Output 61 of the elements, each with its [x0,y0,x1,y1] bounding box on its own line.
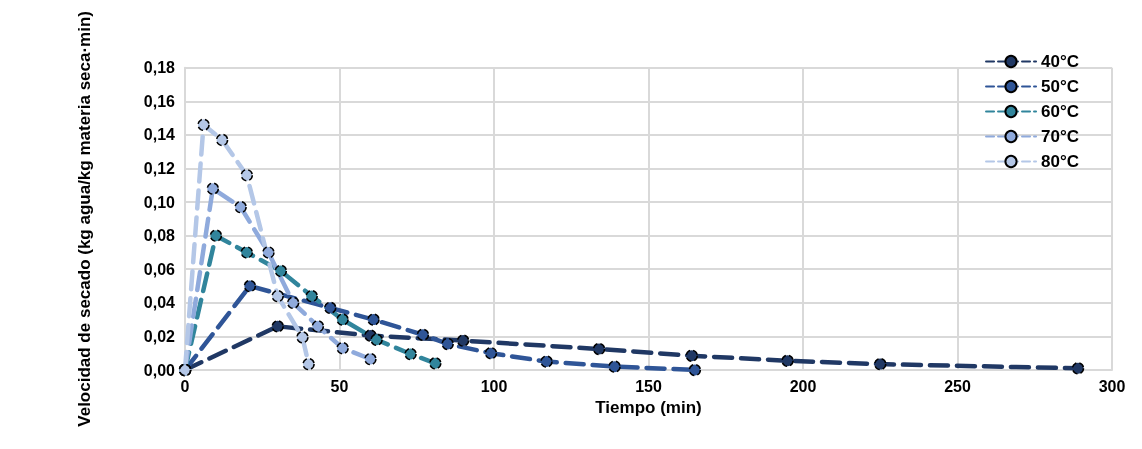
point [206,182,220,195]
point [296,331,309,344]
x-tick-label: 200 [789,377,817,395]
y-tick-label: 0,04 [143,294,176,312]
y-tick-label: 0,02 [143,327,176,345]
point [286,296,300,310]
point [262,246,275,259]
point [197,118,210,132]
point [271,320,284,333]
y-tick-label: 0,10 [143,193,176,211]
y-tick-label: 0,12 [143,159,176,177]
point [592,342,606,356]
legend-label: 50°C [1041,77,1079,96]
point [441,337,454,351]
point [364,352,377,366]
point [540,355,553,368]
point [416,328,430,341]
point [234,200,247,214]
point [271,289,284,303]
point [608,360,621,373]
point [209,229,223,242]
y-tick-label: 0,16 [143,92,176,110]
point [456,334,470,347]
y-axis-title: Velocidad de secado (kg agua/kg materia seca·min) [74,11,94,427]
point [874,357,887,371]
point [215,133,229,147]
x-tick-label: 300 [1098,377,1126,395]
point [484,346,498,360]
y-tick-label: 0,06 [143,260,176,278]
point [240,246,254,259]
point [367,313,380,326]
x-tick-label: 250 [944,377,971,395]
point [781,354,794,368]
point [336,313,349,326]
point [685,349,699,362]
x-tick-label: 100 [480,377,508,395]
legend-label: 60°C [1041,102,1079,121]
legend-label: 70°C [1041,127,1079,146]
y-tick-label: 0,14 [143,126,176,144]
x-tick-label: 0 [180,377,190,395]
point [302,357,315,371]
legend-label: 40°C [1041,52,1079,71]
x-tick-label: 50 [330,377,349,395]
legend-label: 80°C [1041,152,1079,171]
point [370,333,383,347]
point [243,279,257,293]
x-axis-title: Tiempo (min) [595,397,702,417]
point [688,363,702,377]
point [240,168,254,182]
point [429,357,442,370]
y-tick-label: 0,00 [143,361,176,379]
point [336,341,349,355]
x-tick-label: 150 [635,377,662,395]
point [274,264,288,278]
y-tick-label: 0,18 [143,59,176,77]
point [311,320,325,333]
point [1071,362,1085,375]
y-tick-label: 0,08 [143,227,176,245]
point [323,301,337,315]
point [404,347,417,361]
point [305,289,318,303]
